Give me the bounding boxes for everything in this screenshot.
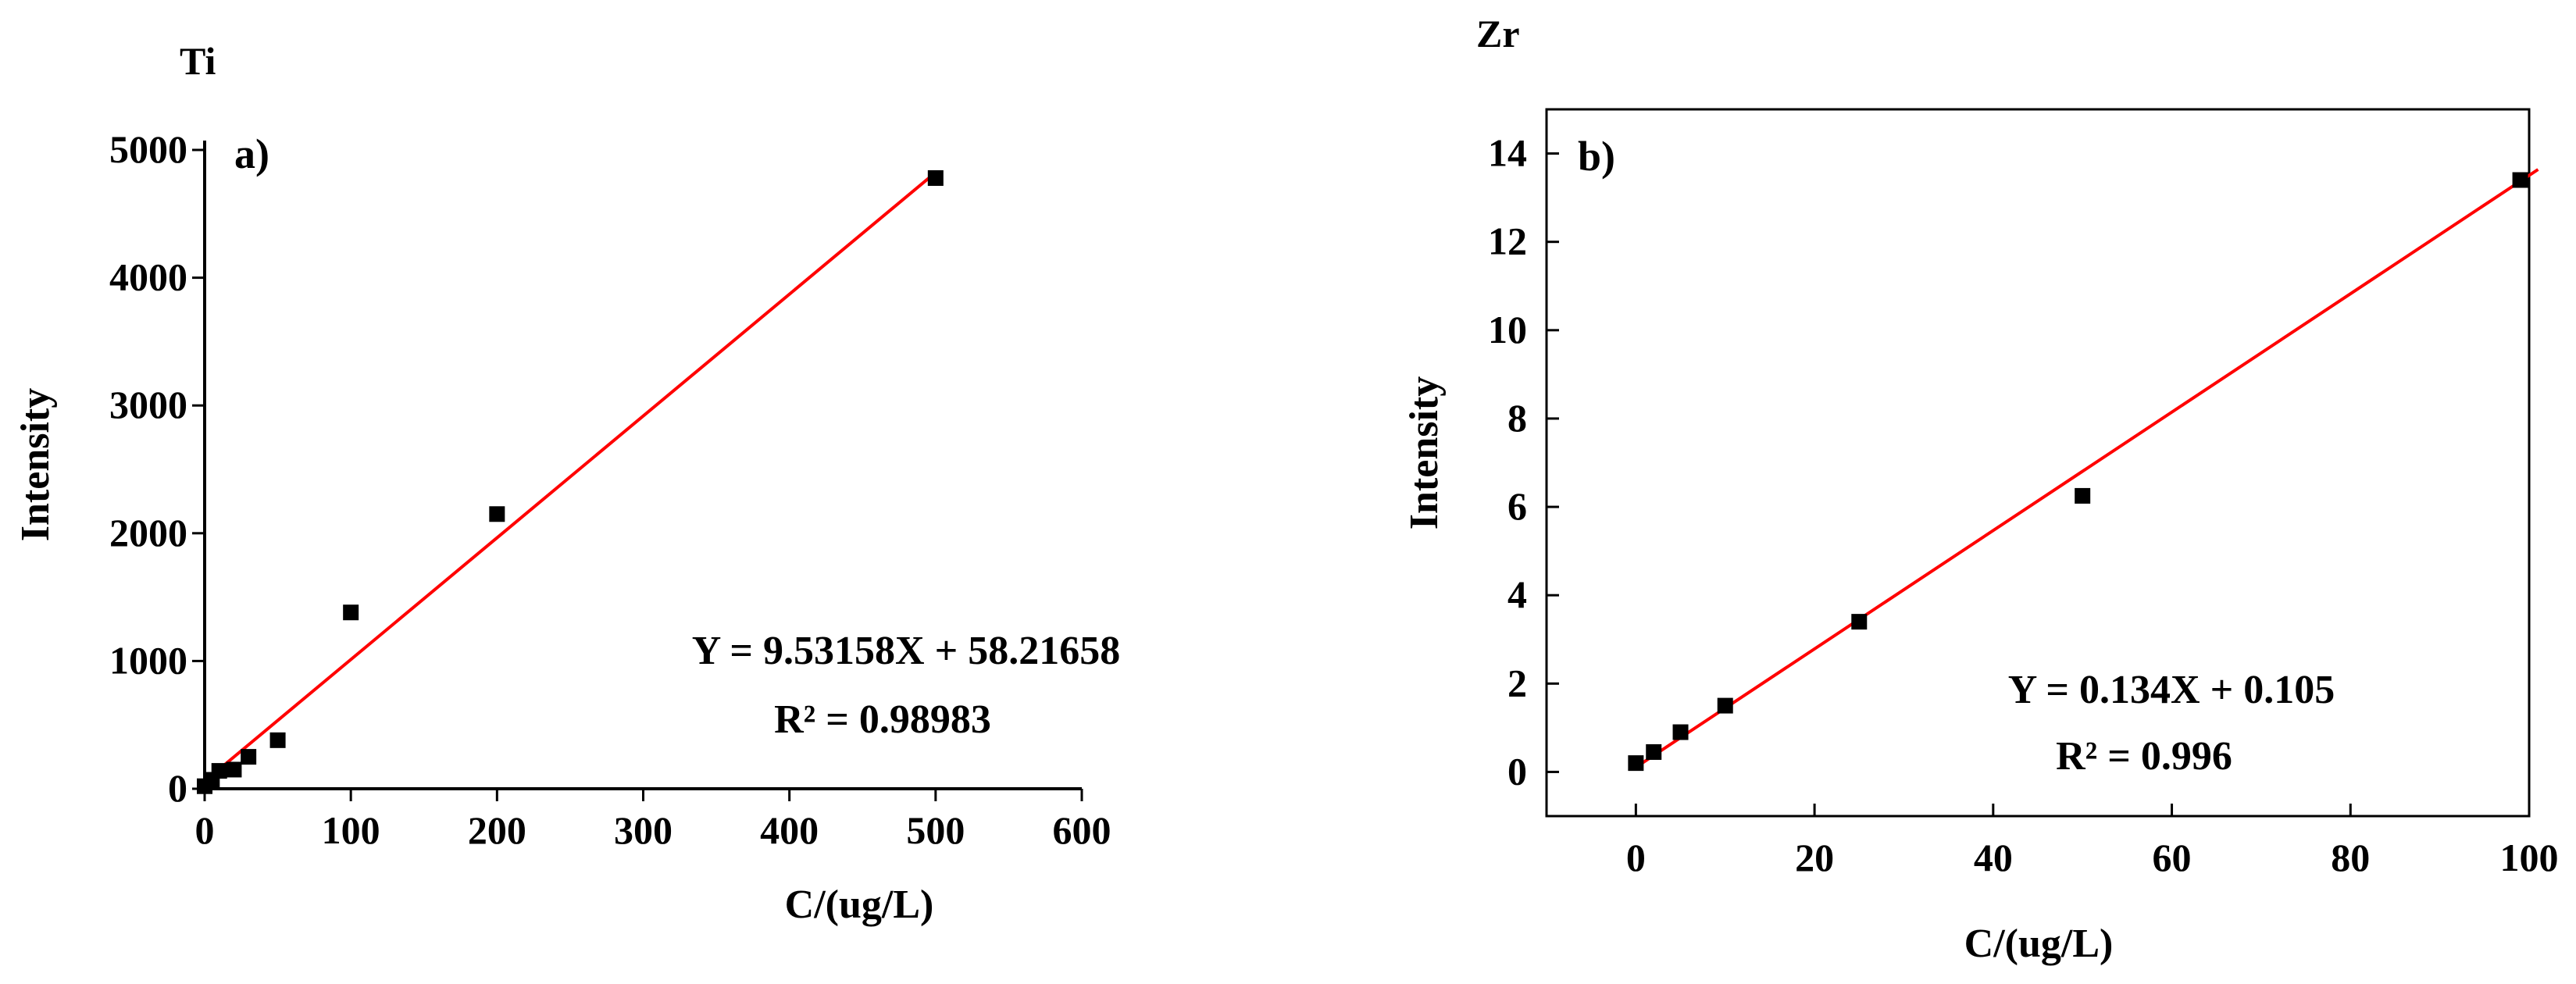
data-point xyxy=(489,506,505,522)
x-tick-label: 200 xyxy=(468,808,526,852)
element-label-zr: Zr xyxy=(1476,12,1520,55)
element-label-ti: Ti xyxy=(180,39,216,83)
y-axis-title-ti: Intensity xyxy=(13,388,58,541)
y-tick-label: 2000 xyxy=(109,511,187,554)
y-tick-label: 1000 xyxy=(109,638,187,682)
x-tick-labels-zr: 0 20 40 60 80 100 xyxy=(1626,836,2559,879)
y-tick-label: 2 xyxy=(1507,661,1527,704)
data-points-zr xyxy=(1628,172,2528,772)
r-squared-zr: R² = 0.996 xyxy=(2056,734,2232,779)
x-tick-label: 100 xyxy=(2500,836,2559,879)
data-point xyxy=(1672,724,1689,740)
x-tick-label: 300 xyxy=(614,808,673,852)
x-tick-label: 0 xyxy=(1626,836,1646,879)
plot-frame-zr xyxy=(1545,108,2531,818)
y-tick-label: 4000 xyxy=(109,255,187,299)
x-tick-label: 600 xyxy=(1053,808,1111,852)
y-tick-label: 0 xyxy=(1507,749,1527,793)
y-tick-label: 4 xyxy=(1507,572,1527,616)
x-tick-label: 60 xyxy=(2153,836,2192,879)
x-tick-label: 0 xyxy=(195,808,215,852)
equation-zr: Y = 0.134X + 0.105 xyxy=(2008,668,2335,712)
x-axis-title-ti: C/(ug/L) xyxy=(785,882,934,927)
y-tick-label: 5000 xyxy=(109,127,187,171)
y-tick-label: 12 xyxy=(1488,219,1527,263)
x-tick-label: 400 xyxy=(760,808,819,852)
x-tick-label: 100 xyxy=(322,808,380,852)
data-point xyxy=(211,763,227,779)
x-tick-labels-ti: 0 100 200 300 400 500 600 xyxy=(195,808,1111,852)
data-point xyxy=(269,732,286,748)
data-point xyxy=(2075,487,2091,504)
y-tick-labels-zr: 0 2 4 6 8 10 12 14 xyxy=(1488,131,1527,793)
data-point xyxy=(927,169,944,186)
x-tick-label: 500 xyxy=(906,808,965,852)
chart-ti: Ti a) 0 1000 2000 3000 4000 5000 0 100 200 300 40… xyxy=(13,39,1120,927)
panel-label-b: b) xyxy=(1578,133,1615,180)
data-point xyxy=(2512,172,2528,188)
data-point xyxy=(1851,614,1868,630)
y-tick-label: 10 xyxy=(1488,308,1527,351)
x-tick-label: 80 xyxy=(2331,836,2370,879)
data-point xyxy=(1628,755,1644,772)
fit-line-ti xyxy=(203,171,937,783)
y-axis-title-zr: Intensity xyxy=(1402,376,1447,529)
y-tick-label: 0 xyxy=(168,766,187,810)
data-points-ti xyxy=(197,169,944,794)
x-tick-label: 40 xyxy=(1974,836,2013,879)
tick-marks-ti xyxy=(192,148,1083,801)
r-squared-ti: R² = 0.98983 xyxy=(774,697,991,742)
data-point xyxy=(343,604,359,621)
data-point xyxy=(1717,697,1733,714)
data-point xyxy=(241,749,257,765)
y-tick-label: 3000 xyxy=(109,383,187,426)
y-tick-label: 14 xyxy=(1488,131,1527,175)
x-axis-title-zr: C/(ug/L) xyxy=(1964,922,2114,966)
fit-line-zr xyxy=(1635,168,2539,769)
data-point xyxy=(226,761,242,778)
tick-marks-zr xyxy=(1547,152,2531,816)
x-tick-label: 20 xyxy=(1795,836,1834,879)
y-tick-label: 8 xyxy=(1507,396,1527,440)
equation-ti: Y = 9.53158X + 58.21658 xyxy=(692,629,1120,673)
data-point xyxy=(1646,743,1662,760)
y-tick-labels-ti: 0 1000 2000 3000 4000 5000 xyxy=(109,127,187,810)
panel-label-a: a) xyxy=(234,130,269,177)
y-tick-label: 6 xyxy=(1507,484,1527,528)
